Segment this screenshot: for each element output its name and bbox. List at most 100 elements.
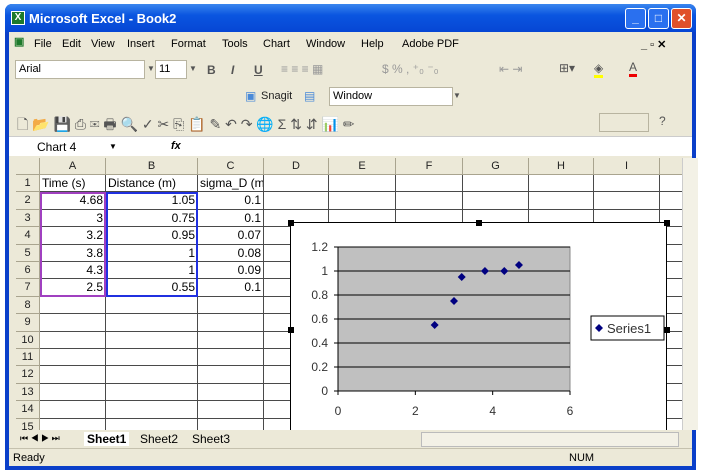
cell-J6[interactable] — [660, 262, 682, 280]
cell-C5[interactable]: 0.08 — [198, 244, 264, 262]
cell-G2[interactable] — [463, 192, 529, 210]
row-header-3[interactable]: 3 — [16, 209, 40, 228]
menu-adobe-pdf[interactable]: Adobe PDF — [402, 38, 459, 50]
menu-view[interactable]: View — [91, 38, 115, 50]
column-header-G[interactable]: G — [463, 158, 529, 175]
cell-A13[interactable] — [40, 383, 106, 402]
column-header-F[interactable]: F — [396, 158, 463, 175]
menu-edit[interactable]: Edit — [62, 38, 81, 50]
cell-J13[interactable] — [660, 384, 682, 402]
close-button[interactable]: ✕ — [671, 8, 692, 29]
cell-E1[interactable] — [329, 175, 396, 193]
cell-J12[interactable] — [660, 366, 682, 384]
cell-A1[interactable]: Time (s) — [40, 175, 106, 193]
resize-handle[interactable] — [476, 220, 482, 226]
cell-F1[interactable] — [396, 175, 463, 193]
snagit-settings-icon[interactable]: ▤ — [304, 89, 316, 103]
column-header-D[interactable]: D — [264, 158, 329, 175]
column-header-E[interactable]: E — [329, 158, 396, 175]
column-header-A[interactable]: A — [40, 158, 106, 175]
maximize-button[interactable]: □ — [648, 8, 669, 29]
cell-A9[interactable] — [40, 314, 106, 332]
row-header-10[interactable]: 10 — [16, 331, 40, 349]
cell-I2[interactable] — [594, 192, 660, 210]
cell-J11[interactable] — [660, 349, 682, 367]
resize-handle[interactable] — [664, 327, 670, 333]
tab-sheet1[interactable]: Sheet1 — [84, 432, 130, 446]
row-header-12[interactable]: 12 — [16, 366, 40, 384]
cell-C1[interactable]: sigma_D (m) — [198, 175, 264, 193]
row-header-14[interactable]: 14 — [16, 401, 40, 419]
cell-B14[interactable] — [106, 401, 198, 419]
workbook-icon[interactable]: ▣ — [14, 36, 25, 48]
menu-window[interactable]: Window — [306, 38, 346, 50]
cell-C13[interactable] — [198, 383, 264, 402]
menu-tools[interactable]: Tools — [222, 38, 248, 50]
row-header-6[interactable]: 6 — [16, 262, 40, 280]
snagit-capture-select[interactable]: Window — [329, 87, 453, 106]
cell-A8[interactable] — [40, 296, 106, 315]
underline-icon[interactable]: U — [254, 63, 263, 77]
column-header-B[interactable]: B — [106, 158, 198, 175]
cell-C10[interactable] — [198, 331, 264, 349]
cell-C4[interactable]: 0.07 — [198, 227, 264, 245]
snagit-button[interactable]: Snagit — [261, 90, 293, 102]
help-icon[interactable]: ? — [659, 114, 666, 128]
chevron-down-icon[interactable]: ▼ — [453, 91, 461, 100]
cell-B8[interactable] — [106, 296, 198, 315]
row-header-13[interactable]: 13 — [16, 383, 40, 402]
worksheet-grid[interactable]: A B C D E F G H I 1 Time (s) Distance (m) sigma_D (m… — [16, 158, 682, 430]
row-header-1[interactable]: 1 — [16, 175, 40, 193]
zoom-select[interactable] — [599, 113, 649, 132]
row-header-9[interactable]: 9 — [16, 314, 40, 332]
name-box[interactable]: Chart 4 — [37, 140, 77, 154]
resize-handle[interactable] — [664, 220, 670, 226]
select-all-corner[interactable] — [16, 158, 40, 175]
cell-B15[interactable] — [106, 418, 198, 430]
menu-insert[interactable]: Insert — [127, 38, 155, 50]
cell-A11[interactable] — [40, 349, 106, 367]
row-header-2[interactable]: 2 — [16, 192, 40, 210]
column-header-extra[interactable] — [660, 158, 682, 175]
cell-A12[interactable] — [40, 366, 106, 384]
row-header-5[interactable]: 5 — [16, 244, 40, 262]
cell-J3[interactable] — [660, 210, 682, 228]
fx-icon[interactable]: fx — [171, 140, 181, 152]
cell-H2[interactable] — [529, 192, 594, 210]
cell-J7[interactable] — [660, 279, 682, 297]
minimize-button[interactable]: _ — [625, 8, 646, 29]
cell-C15[interactable] — [198, 418, 264, 430]
cell-C3[interactable]: 0.1 — [198, 209, 264, 228]
cell-D2[interactable] — [264, 192, 329, 210]
snagit-icon[interactable]: ▣ — [245, 89, 257, 103]
font-color-icon[interactable]: A — [629, 60, 638, 77]
tab-scroll-icons[interactable]: ⏮ ◀ ▶ ⏭ — [20, 433, 60, 443]
cell-A10[interactable] — [40, 331, 106, 349]
row-header-4[interactable]: 4 — [16, 227, 40, 245]
cell-J14[interactable] — [660, 401, 682, 419]
cell-I1[interactable] — [594, 175, 660, 193]
column-header-C[interactable]: C — [198, 158, 264, 175]
chevron-down-icon[interactable]: ▼ — [109, 142, 117, 151]
cell-B1[interactable]: Distance (m) — [106, 175, 198, 193]
menu-chart[interactable]: Chart — [263, 38, 290, 50]
cell-A14[interactable] — [40, 401, 106, 419]
borders-icon[interactable]: ⊞▾ — [559, 61, 576, 75]
vertical-scrollbar[interactable] — [682, 158, 698, 430]
column-header-H[interactable]: H — [529, 158, 594, 175]
doc-minimize-icon[interactable]: _ ▫ ✕ — [641, 39, 667, 51]
cell-C6[interactable]: 0.09 — [198, 262, 264, 280]
chevron-down-icon[interactable]: ▼ — [147, 64, 155, 73]
tab-sheet2[interactable]: Sheet2 — [140, 432, 179, 446]
cell-A15[interactable] — [40, 418, 106, 430]
cell-B11[interactable] — [106, 349, 198, 367]
cell-B10[interactable] — [106, 331, 198, 349]
row-header-15[interactable]: 15 — [16, 418, 40, 430]
cell-D1[interactable] — [264, 175, 329, 193]
cell-B13[interactable] — [106, 383, 198, 402]
cell-J1[interactable] — [660, 175, 682, 193]
cell-C14[interactable] — [198, 401, 264, 419]
font-size-select[interactable]: 11 — [155, 60, 187, 79]
row-header-11[interactable]: 11 — [16, 349, 40, 367]
column-header-I[interactable]: I — [594, 158, 660, 175]
